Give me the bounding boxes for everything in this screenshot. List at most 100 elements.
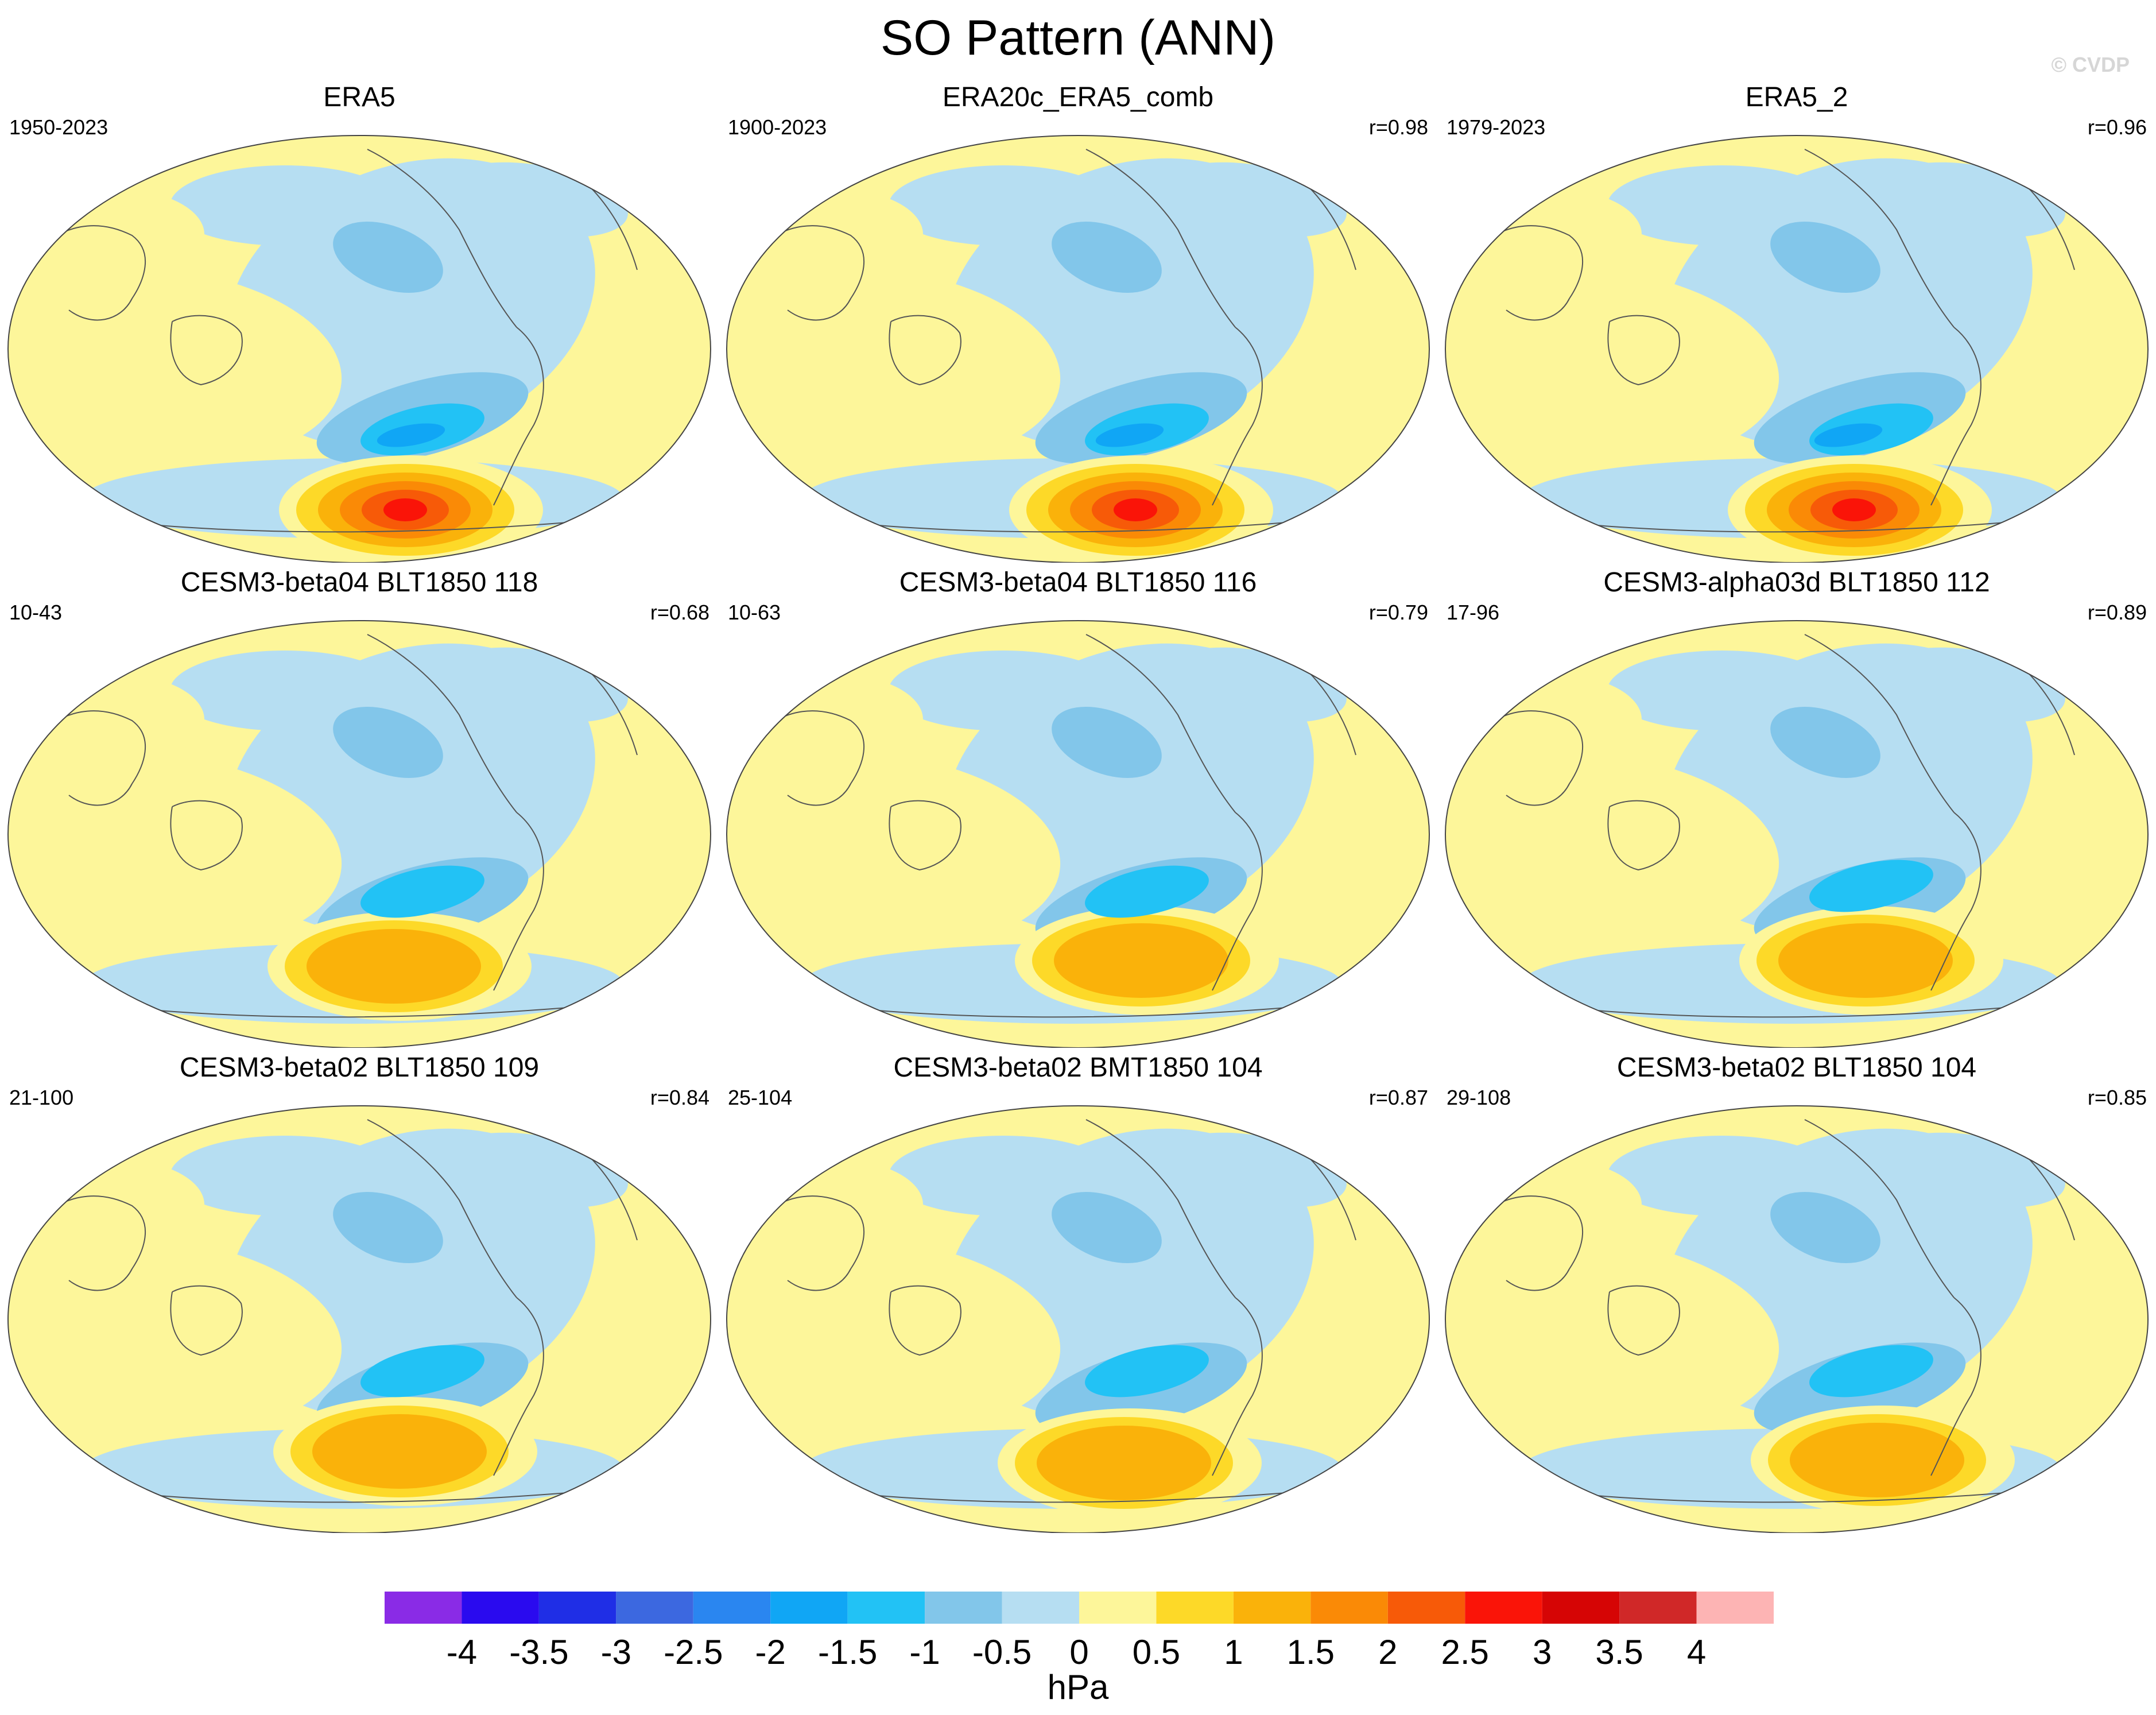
- map-panel: ERA5_2 1979-2023 r=0.96: [1437, 80, 2156, 563]
- panel-period: 1900-2023: [728, 115, 827, 139]
- field-contour: [1445, 1238, 1779, 1435]
- panel-title: ERA5_2: [1745, 82, 1848, 113]
- colorbar-swatch: [1465, 1592, 1542, 1624]
- colorbar-tick-label: 2: [1378, 1633, 1397, 1671]
- colorbar-unit: hPa: [1047, 1668, 1109, 1706]
- field-contour: [360, 1345, 484, 1397]
- colorbar-tick-label: -1: [909, 1633, 940, 1671]
- colorbar-swatch: [1002, 1592, 1079, 1624]
- panel-period: 10-63: [728, 601, 781, 624]
- field-contour: [739, 1159, 923, 1251]
- panel-period: 1979-2023: [1447, 115, 1546, 139]
- panel-correlation: r=0.84: [650, 1086, 709, 1109]
- colorbar-swatch: [770, 1592, 848, 1624]
- colorbar-tick-label: 1: [1224, 1633, 1243, 1671]
- field-contour: [727, 1238, 1061, 1435]
- colorbar-tick-label: 3.5: [1595, 1633, 1643, 1671]
- watermark: © CVDP: [2051, 53, 2130, 76]
- field-contour: [1445, 268, 1779, 465]
- field-contour: [1809, 860, 1933, 912]
- field-contour: [1607, 165, 1837, 246]
- colorbar-tick-label: 2.5: [1441, 1633, 1489, 1671]
- panel-correlation: r=0.85: [2087, 1086, 2147, 1109]
- field-contour: [360, 865, 484, 918]
- field-contour: [8, 268, 342, 465]
- field-contour: [1052, 222, 1162, 293]
- colorbar-tick-label: -4: [447, 1633, 477, 1671]
- field-contour: [1809, 1345, 1933, 1397]
- panel-title: ERA5: [323, 82, 395, 113]
- panel-correlation: r=0.87: [1368, 1086, 1428, 1109]
- field-contour: [1037, 1426, 1211, 1500]
- colorbar-tick-label: -2.5: [664, 1633, 723, 1671]
- panel-correlation: r=0.79: [1368, 601, 1428, 624]
- field-contour: [1607, 1136, 1837, 1216]
- colorbar-swatch: [847, 1592, 925, 1624]
- panel-title: ERA20c_ERA5_comb: [942, 82, 1214, 113]
- panel-period: 1950-2023: [9, 115, 108, 139]
- colorbar-swatch: [1156, 1592, 1234, 1624]
- field-contour: [1607, 651, 1837, 731]
- coastlines: [1471, 149, 2075, 533]
- colorbar: -4 -3.5 -3 -2.5 -2 -1.5 -1 -0.5 0 0.5 1 1.5 2 2.5 3 3.5…: [385, 1592, 1774, 1671]
- map-field: [7, 135, 711, 563]
- colorbar-swatch: [462, 1592, 539, 1624]
- panel-title: CESM3-beta02 BLT1850 104: [1616, 1052, 1977, 1083]
- map-field: [1445, 1105, 2149, 1533]
- field-contour: [739, 188, 923, 280]
- map-panel: CESM3-beta02 BLT1850 109 21-100 r=0.84: [0, 1051, 719, 1533]
- panel-correlation: r=0.96: [2087, 115, 2147, 139]
- map-field: [1445, 135, 2149, 563]
- map-panel: CESM3-beta04 BLT1850 118 10-43 r=0.68: [0, 566, 719, 1048]
- field-contour: [1095, 423, 1164, 447]
- field-contour: [170, 651, 400, 731]
- field-contour: [1814, 423, 1883, 447]
- map-field: [726, 135, 1430, 563]
- field-contour: [170, 1136, 400, 1216]
- colorbar-swatch: [616, 1592, 693, 1624]
- colorbar-swatch: [693, 1592, 771, 1624]
- field-contour: [333, 1192, 443, 1263]
- field-contour: [333, 707, 443, 778]
- panel-title: CESM3-beta04 BLT1850 118: [180, 567, 538, 598]
- field-contour: [1458, 188, 1642, 280]
- map-panel: ERA20c_ERA5_comb 1900-2023 r=0.98: [719, 80, 1437, 563]
- panel-correlation: r=0.68: [650, 601, 709, 624]
- colorbar-tick-label: -1.5: [818, 1633, 877, 1671]
- field-contour: [1770, 1192, 1880, 1263]
- map-panel: CESM3-alpha03d BLT1850 112 17-96 r=0.89: [1437, 566, 2156, 1048]
- field-contour: [21, 1159, 204, 1251]
- field-contour: [312, 1414, 487, 1489]
- colorbar-swatch: [925, 1592, 1002, 1624]
- field-contour: [1770, 707, 1880, 778]
- panel-period: 21-100: [9, 1086, 74, 1109]
- colorbar-tick-label: 0.5: [1133, 1633, 1180, 1671]
- field-contour: [21, 673, 204, 765]
- panel-title: CESM3-beta04 BLT1850 116: [899, 567, 1257, 598]
- panel-title: CESM3-alpha03d BLT1850 112: [1603, 567, 1990, 598]
- field-contour: [1445, 753, 1779, 950]
- map-field: [7, 1105, 711, 1533]
- colorbar-swatch: [1619, 1592, 1697, 1624]
- field-contour: [383, 498, 427, 521]
- field-contour: [889, 651, 1118, 731]
- field-contour: [8, 1238, 342, 1435]
- panel-title: CESM3-beta02 BMT1850 104: [893, 1052, 1263, 1083]
- field-contour: [1778, 923, 1953, 998]
- field-contour: [727, 753, 1061, 950]
- panel-period: 29-108: [1447, 1086, 1511, 1109]
- colorbar-tick-label: 0: [1069, 1633, 1088, 1671]
- colorbar-swatch: [1696, 1592, 1774, 1624]
- field-contour: [8, 753, 342, 950]
- field-contour: [1085, 1345, 1209, 1397]
- field-contour: [377, 423, 445, 447]
- field-contour: [1052, 1192, 1162, 1263]
- field-contour: [333, 222, 443, 293]
- colorbar-tick-label: -3.5: [509, 1633, 568, 1671]
- panel-period: 10-43: [9, 601, 63, 624]
- map-panel: CESM3-beta04 BLT1850 116 10-63 r=0.79: [719, 566, 1437, 1048]
- field-contour: [1458, 1159, 1642, 1251]
- field-contour: [307, 929, 481, 1004]
- colorbar-swatch: [1310, 1592, 1388, 1624]
- colorbar-tick-label: -0.5: [972, 1633, 1032, 1671]
